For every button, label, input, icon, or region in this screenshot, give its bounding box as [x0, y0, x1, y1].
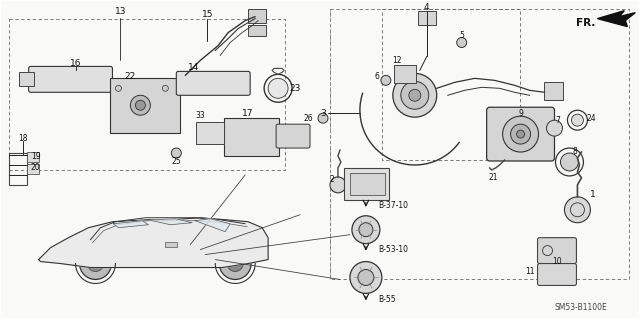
Bar	[248, 25, 266, 35]
Polygon shape	[113, 221, 148, 228]
Circle shape	[409, 89, 420, 101]
Circle shape	[163, 85, 168, 91]
Circle shape	[227, 256, 243, 271]
Text: 33: 33	[195, 111, 205, 120]
Circle shape	[359, 223, 373, 237]
Circle shape	[358, 270, 374, 286]
Circle shape	[381, 75, 391, 85]
Circle shape	[393, 73, 436, 117]
Bar	[196, 122, 224, 144]
Circle shape	[330, 177, 346, 193]
Text: 6: 6	[375, 72, 380, 81]
FancyBboxPatch shape	[276, 124, 310, 148]
Bar	[350, 173, 385, 195]
Circle shape	[172, 148, 181, 158]
Text: 12: 12	[392, 56, 401, 65]
Text: 8: 8	[572, 146, 577, 156]
Circle shape	[115, 85, 122, 91]
Text: 7: 7	[555, 116, 560, 125]
Text: 23: 23	[289, 84, 301, 93]
Text: B-37-10: B-37-10	[378, 201, 408, 210]
Circle shape	[457, 38, 467, 48]
FancyBboxPatch shape	[486, 107, 554, 161]
Text: 5: 5	[460, 31, 464, 40]
Text: 2: 2	[330, 175, 334, 184]
Text: B-53-10: B-53-10	[378, 245, 408, 254]
FancyBboxPatch shape	[29, 66, 113, 92]
Polygon shape	[38, 218, 268, 268]
Bar	[19, 72, 34, 86]
Text: 16: 16	[70, 59, 81, 68]
Text: 9: 9	[518, 109, 523, 118]
Bar	[27, 164, 38, 174]
Text: 13: 13	[115, 7, 126, 16]
Text: SM53-B1100E: SM53-B1100E	[554, 303, 607, 312]
Circle shape	[547, 120, 563, 136]
Text: 10: 10	[553, 257, 563, 266]
Polygon shape	[148, 219, 192, 225]
FancyBboxPatch shape	[111, 78, 180, 133]
Text: 3: 3	[320, 109, 326, 118]
Text: 20: 20	[31, 163, 40, 173]
Bar	[27, 152, 38, 162]
Circle shape	[136, 100, 145, 110]
Text: 19: 19	[31, 152, 40, 160]
Circle shape	[352, 216, 380, 244]
Circle shape	[350, 262, 382, 293]
Circle shape	[268, 78, 288, 98]
Text: 11: 11	[525, 267, 534, 276]
Text: 24: 24	[587, 114, 596, 123]
Circle shape	[572, 114, 584, 126]
Text: 1: 1	[589, 190, 595, 199]
Text: 26: 26	[303, 114, 313, 123]
Text: 4: 4	[424, 3, 429, 12]
Circle shape	[88, 256, 104, 271]
Text: 18: 18	[18, 134, 28, 143]
FancyBboxPatch shape	[538, 263, 577, 286]
Circle shape	[220, 248, 251, 279]
Circle shape	[318, 113, 328, 123]
Bar	[9, 153, 27, 185]
Circle shape	[561, 153, 579, 171]
Circle shape	[564, 197, 591, 223]
Bar	[165, 241, 177, 247]
Text: 21: 21	[489, 174, 499, 182]
Circle shape	[79, 248, 111, 279]
Bar	[344, 168, 389, 200]
Polygon shape	[597, 11, 636, 26]
Bar	[394, 65, 416, 83]
Circle shape	[516, 130, 525, 138]
Text: 17: 17	[243, 109, 254, 118]
Text: B-55: B-55	[378, 295, 396, 304]
Circle shape	[511, 124, 531, 144]
Circle shape	[131, 95, 150, 115]
Text: 14: 14	[188, 63, 199, 72]
Text: FR.: FR.	[576, 18, 595, 28]
FancyBboxPatch shape	[538, 238, 577, 263]
FancyBboxPatch shape	[176, 71, 250, 95]
Bar	[224, 118, 279, 156]
Text: 22: 22	[125, 72, 136, 81]
Polygon shape	[195, 219, 230, 232]
Text: 15: 15	[202, 10, 213, 19]
Bar	[248, 9, 266, 23]
Circle shape	[401, 81, 429, 109]
Bar	[418, 11, 436, 25]
Bar	[543, 82, 563, 100]
Circle shape	[502, 116, 538, 152]
Text: 25: 25	[172, 158, 181, 167]
